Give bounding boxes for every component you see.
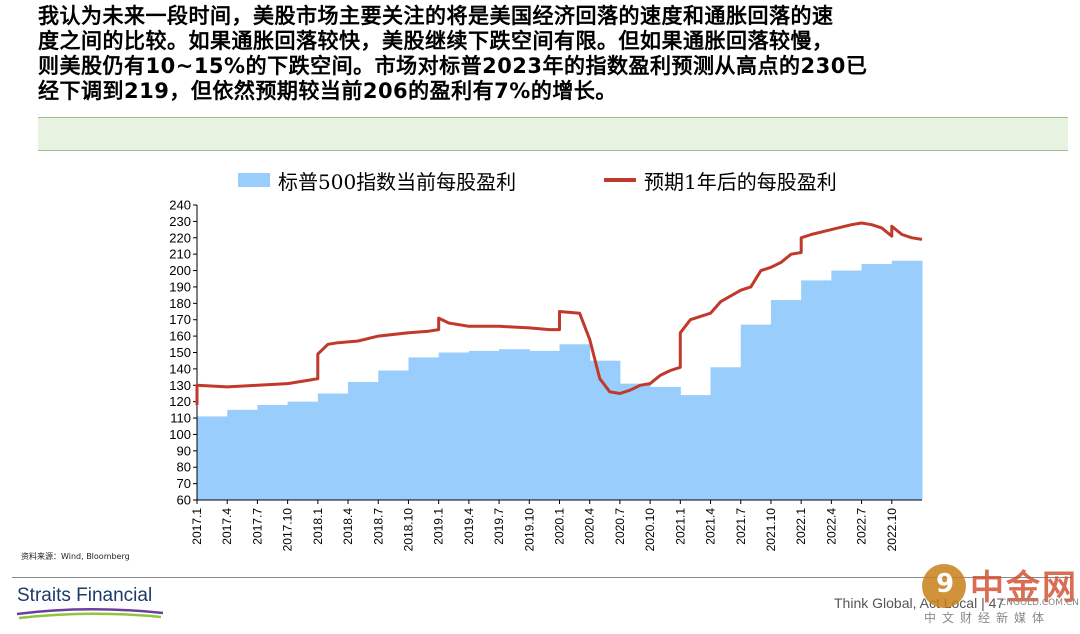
y-tick-label: 240 — [169, 198, 191, 213]
paragraph-line: 则美股仍有10~15%的下跌空间。市场对标普2023年的指数盈利预测从高点的23… — [38, 54, 868, 78]
x-tick-label: 2019.7 — [492, 508, 506, 545]
area-step — [891, 260, 923, 500]
source-note: 资料来源：Wind, Bloomberg — [21, 552, 130, 561]
legend-line-label: 预期1年后的每股盈利 — [644, 170, 837, 194]
legend-area-label: 标普500指数当前每股盈利 — [278, 170, 517, 194]
y-tick-label: 210 — [169, 247, 191, 262]
paragraph-line: 度之间的比较。如果通胀回落较快，美股继续下跌空间有限。但如果通胀回落较慢， — [38, 29, 834, 53]
y-tick-label: 60 — [177, 493, 191, 508]
area-step — [378, 370, 409, 500]
y-tick-label: 150 — [169, 345, 191, 360]
watermark: 9 中金网 CNGOLD.COM.CN 中文财经新媒体 — [922, 558, 1079, 628]
area-step — [499, 349, 530, 500]
x-tick-label: 2020.10 — [643, 508, 657, 552]
area-step — [559, 344, 591, 500]
area-step — [438, 352, 470, 500]
x-tick-label: 2017.1 — [190, 508, 204, 545]
y-tick-label: 130 — [169, 378, 191, 393]
y-tick-label: 90 — [177, 443, 191, 458]
paragraph-line: 经下调到219，但依然预期较当前206的盈利有7%的增长。 — [38, 79, 617, 103]
area-step — [619, 383, 651, 500]
area-step — [680, 395, 712, 500]
x-tick-label: 2020.4 — [583, 508, 597, 545]
area-step — [468, 350, 500, 500]
y-tick-label: 140 — [169, 361, 191, 376]
area-step — [529, 350, 560, 500]
y-tick-label: 70 — [177, 476, 191, 491]
x-tick-label: 2018.10 — [401, 508, 415, 552]
x-tick-label: 2021.7 — [734, 508, 748, 545]
x-tick-label: 2022.4 — [824, 508, 838, 545]
x-tick-label: 2018.4 — [341, 508, 355, 545]
x-tick-label: 2021.1 — [673, 508, 687, 545]
y-tick-label: 190 — [169, 279, 191, 294]
area-step — [861, 264, 893, 500]
watermark-sub: 中文财经新媒体 — [924, 611, 1051, 625]
area-step — [801, 280, 832, 500]
x-tick-label: 2017.7 — [250, 508, 264, 545]
x-tick-label: 2019.4 — [462, 508, 476, 545]
area-step — [650, 386, 681, 500]
logo-swoosh — [16, 607, 164, 620]
y-tick-label: 100 — [169, 427, 191, 442]
watermark-url: CNGOLD.COM.CN — [1000, 598, 1079, 608]
green-band — [38, 117, 1068, 151]
area-step — [589, 360, 621, 500]
area-step — [348, 382, 379, 500]
x-tick-label: 2020.1 — [553, 508, 567, 545]
x-tick-label: 2022.10 — [885, 508, 899, 552]
y-tick-label: 110 — [170, 411, 191, 426]
footer-divider — [12, 577, 1072, 578]
area-step — [740, 324, 772, 500]
area-step — [710, 367, 742, 500]
forward-eps-line — [195, 221, 923, 405]
y-tick-label: 220 — [169, 230, 191, 245]
watermark-main: 中金网 — [970, 568, 1078, 608]
y-tick-label: 230 — [169, 214, 191, 229]
y-tick-label: 200 — [169, 263, 191, 278]
area-step — [227, 409, 258, 500]
legend-area-swatch — [238, 173, 270, 187]
x-tick-label: 2021.10 — [764, 508, 778, 552]
area-step — [287, 401, 319, 500]
y-tick-label: 80 — [177, 460, 191, 475]
x-tick-label: 2017.4 — [220, 508, 234, 545]
x-tick-label: 2022.7 — [855, 508, 869, 545]
paragraph-line: 我认为未来一段时间，美股市场主要关注的将是美国经济回落的速度和通胀回落的速 — [38, 4, 834, 28]
watermark-logo-icon: 9 — [922, 564, 966, 608]
area-step — [197, 416, 228, 500]
y-tick-label: 120 — [169, 394, 191, 409]
page-separator: | — [981, 595, 989, 611]
y-tick-label: 170 — [169, 312, 191, 327]
intro-paragraph: 我认为未来一段时间，美股市场主要关注的将是美国经济回落的速度和通胀回落的速 度之… — [38, 4, 1068, 104]
x-tick-label: 2020.7 — [613, 508, 627, 545]
area-step — [831, 270, 863, 500]
area-step — [257, 404, 289, 500]
y-tick-label: 160 — [169, 329, 191, 344]
area-step — [408, 357, 440, 500]
area-step — [317, 393, 349, 500]
page-number: 47 — [988, 595, 1005, 611]
x-tick-label: 2021.4 — [704, 508, 718, 545]
x-tick-label: 2018.7 — [371, 508, 385, 545]
x-tick-label: 2019.10 — [522, 508, 536, 552]
area-step — [770, 300, 802, 500]
company-logo: Straits Financial — [17, 585, 153, 606]
y-tick-label: 180 — [169, 296, 191, 311]
x-tick-label: 2017.10 — [281, 508, 295, 552]
x-tick-label: 2019.1 — [432, 508, 446, 545]
legend-line-swatch — [604, 178, 636, 182]
x-tick-label: 2022.1 — [794, 508, 808, 545]
x-tick-label: 2018.1 — [311, 508, 325, 545]
